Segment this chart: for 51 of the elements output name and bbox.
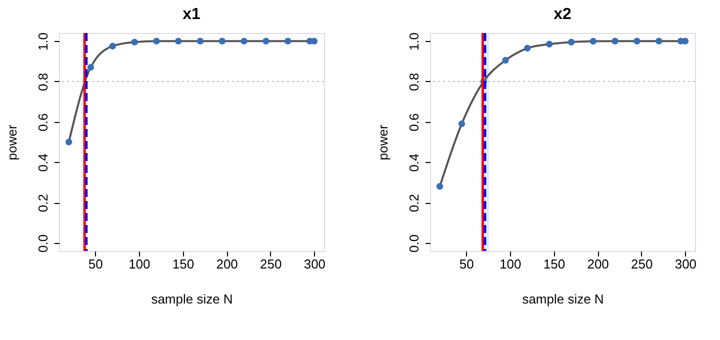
point bbox=[502, 56, 509, 64]
y-tick-label: 0.2 bbox=[36, 194, 50, 212]
point bbox=[524, 44, 531, 52]
x-tick-label: 250 bbox=[260, 256, 282, 272]
point bbox=[568, 38, 575, 46]
point bbox=[131, 38, 138, 46]
y-tick-label: 1.0 bbox=[36, 32, 50, 51]
point bbox=[284, 38, 292, 44]
y-tick-label: 0.4 bbox=[36, 154, 50, 172]
y-axis-title: power bbox=[376, 124, 390, 160]
x-axis-title: sample size N bbox=[151, 292, 233, 306]
x-tick-label: 100 bbox=[500, 256, 522, 272]
point bbox=[634, 38, 640, 44]
x-tick-label: 250 bbox=[631, 256, 653, 272]
point bbox=[196, 38, 204, 44]
x-axis-title: sample size N bbox=[522, 292, 604, 306]
point bbox=[175, 38, 182, 44]
y-tick-label: 0.0 bbox=[406, 234, 422, 252]
x-tick-label: 300 bbox=[304, 256, 326, 272]
point bbox=[240, 38, 248, 44]
y-tick-label: 1.0 bbox=[406, 32, 422, 51]
point bbox=[65, 138, 72, 146]
point bbox=[458, 120, 466, 128]
x-tick-label: 300 bbox=[674, 256, 697, 272]
point bbox=[262, 38, 270, 44]
y-tick-label: 0.0 bbox=[36, 234, 50, 252]
x-tick-label: 200 bbox=[587, 256, 609, 272]
point bbox=[656, 38, 662, 44]
y-axis-title: power bbox=[4, 124, 20, 160]
point bbox=[109, 42, 116, 50]
x-tick-label: 100 bbox=[128, 256, 150, 272]
point bbox=[546, 40, 553, 48]
point bbox=[612, 38, 618, 44]
x-tick-label: 150 bbox=[172, 256, 194, 272]
y-tick-label: 0.4 bbox=[406, 154, 422, 172]
x-tick-label: 200 bbox=[216, 256, 238, 272]
chart-title: x1 bbox=[182, 6, 200, 23]
point bbox=[153, 38, 160, 44]
y-tick-label: 0.8 bbox=[36, 72, 50, 91]
chart-title: x2 bbox=[554, 6, 572, 23]
y-tick-label: 0.6 bbox=[36, 113, 50, 132]
x-tick-label: 50 bbox=[459, 256, 474, 272]
y-tick-label: 0.8 bbox=[406, 72, 422, 91]
y-tick-label: 0.6 bbox=[406, 113, 422, 132]
point bbox=[590, 38, 597, 45]
x-tick-label: 150 bbox=[543, 256, 566, 272]
point bbox=[87, 64, 94, 71]
point bbox=[218, 38, 226, 44]
point bbox=[436, 183, 444, 190]
x-tick-label: 50 bbox=[88, 256, 103, 272]
y-tick-label: 0.2 bbox=[406, 194, 422, 212]
